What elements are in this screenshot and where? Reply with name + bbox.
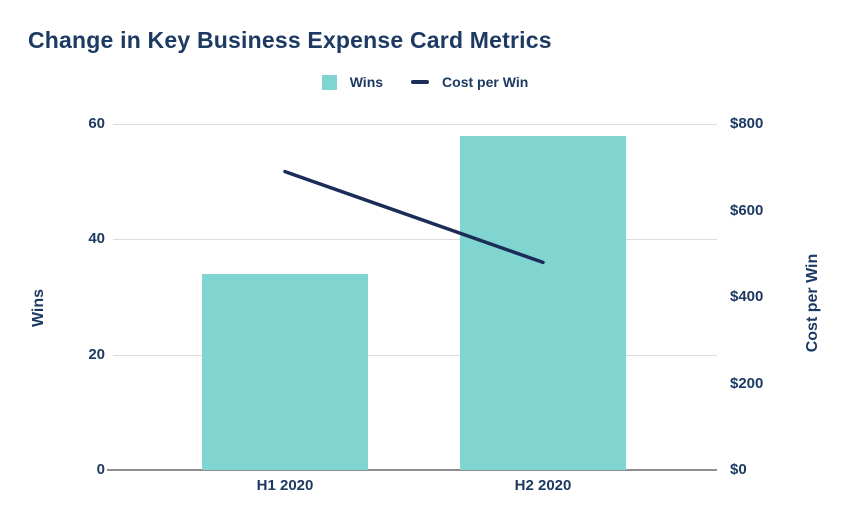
legend-item-cost-per-win: Cost per Win bbox=[411, 74, 528, 90]
left-axis-tick-20: 20 bbox=[88, 345, 105, 363]
right-axis-tick-400: $400 bbox=[730, 288, 764, 305]
right-axis-tick-600: $600 bbox=[730, 201, 764, 219]
legend-label-cost-per-win: Cost per Win bbox=[442, 74, 529, 90]
gridline-60 bbox=[113, 124, 717, 125]
bar-h1-2020 bbox=[202, 273, 368, 470]
bar-h2-2020 bbox=[460, 135, 626, 470]
right-axis-title: Cost per Win bbox=[804, 253, 821, 353]
x-axis-line bbox=[107, 469, 717, 471]
left-axis-tick-0: 0 bbox=[96, 461, 105, 478]
gridline-40 bbox=[113, 239, 717, 241]
right-axis-tick-200: $200 bbox=[730, 374, 764, 392]
x-axis-label-h1-2020: H1 2020 bbox=[256, 477, 314, 494]
gridline-20 bbox=[113, 354, 717, 356]
left-axis-tick-60: 60 bbox=[88, 115, 105, 132]
wins-swatch-icon bbox=[321, 74, 337, 90]
left-axis-tick-40: 40 bbox=[88, 230, 105, 248]
left-axis-title: Wins bbox=[30, 288, 47, 328]
legend-label-wins: Wins bbox=[349, 74, 384, 90]
legend-item-wins: Wins bbox=[321, 74, 384, 90]
right-axis-tick-800: $800 bbox=[730, 115, 764, 132]
chart-legend: Wins Cost per Win bbox=[0, 74, 850, 90]
chart-title: Change in Key Business Expense Card Metr… bbox=[28, 27, 552, 53]
right-axis-tick-0: $0 bbox=[730, 461, 747, 478]
x-axis-label-h2-2020: H2 2020 bbox=[514, 477, 572, 494]
cost-per-win-dash-icon bbox=[411, 80, 430, 84]
